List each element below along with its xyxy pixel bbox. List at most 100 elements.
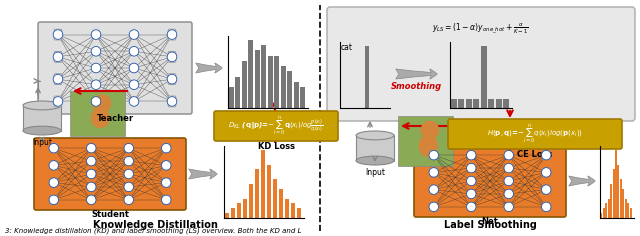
Text: KD Loss: KD Loss — [257, 142, 294, 151]
FancyBboxPatch shape — [542, 185, 550, 194]
Bar — [260, 150, 266, 218]
Circle shape — [504, 202, 513, 212]
Bar — [600, 213, 602, 218]
Bar — [610, 184, 612, 218]
Circle shape — [86, 169, 96, 179]
Bar — [70, 91, 125, 136]
FancyBboxPatch shape — [327, 7, 635, 121]
Circle shape — [53, 74, 63, 84]
Bar — [365, 46, 369, 108]
FancyBboxPatch shape — [54, 51, 62, 62]
Bar — [274, 56, 280, 108]
Circle shape — [53, 52, 63, 62]
Circle shape — [167, 30, 177, 39]
Bar — [300, 87, 305, 108]
FancyBboxPatch shape — [168, 29, 176, 40]
Bar — [235, 77, 241, 108]
Text: Input: Input — [365, 168, 385, 177]
Bar — [294, 82, 299, 108]
Circle shape — [49, 143, 58, 153]
Text: Knowledge Distillation: Knowledge Distillation — [93, 220, 218, 230]
Bar — [296, 208, 301, 218]
Circle shape — [124, 182, 134, 192]
Bar — [625, 198, 627, 218]
FancyBboxPatch shape — [54, 74, 62, 84]
Bar — [398, 116, 453, 166]
FancyBboxPatch shape — [168, 51, 176, 62]
Bar — [248, 184, 253, 218]
Circle shape — [92, 97, 101, 106]
Circle shape — [467, 176, 476, 186]
Circle shape — [504, 163, 513, 173]
Circle shape — [53, 30, 63, 39]
Bar — [466, 99, 472, 108]
Circle shape — [86, 195, 96, 205]
Circle shape — [467, 189, 476, 199]
Text: $H(\mathbf{p}, \mathbf{q})$=$-\sum_{i=0}^{n} q(x_i) log(\mathbf{p}(x_i))$: $H(\mathbf{p}, \mathbf{q})$=$-\sum_{i=0}… — [487, 123, 583, 145]
Bar — [255, 51, 260, 108]
Bar — [627, 203, 629, 218]
Circle shape — [49, 161, 58, 170]
Text: Label Smoothing: Label Smoothing — [444, 220, 536, 230]
Circle shape — [92, 63, 101, 73]
Circle shape — [92, 30, 101, 39]
Text: cat: cat — [341, 43, 353, 52]
Text: Teacher: Teacher — [97, 114, 134, 123]
Circle shape — [467, 202, 476, 212]
Bar — [615, 150, 617, 218]
Circle shape — [420, 121, 439, 139]
Bar — [287, 71, 292, 108]
Text: CE Loss: CE Loss — [517, 150, 553, 159]
Bar — [496, 99, 502, 108]
Bar — [291, 203, 296, 218]
Circle shape — [124, 156, 134, 166]
Ellipse shape — [356, 131, 394, 140]
Bar — [451, 99, 456, 108]
FancyBboxPatch shape — [214, 111, 338, 141]
FancyBboxPatch shape — [163, 144, 170, 152]
Text: Smoothing: Smoothing — [390, 82, 442, 91]
Circle shape — [92, 46, 101, 56]
Bar — [474, 99, 479, 108]
Bar — [23, 105, 61, 131]
Text: Net: Net — [481, 217, 499, 226]
Circle shape — [161, 161, 171, 170]
FancyBboxPatch shape — [430, 168, 438, 177]
Circle shape — [467, 150, 476, 160]
Bar — [285, 198, 289, 218]
Circle shape — [129, 80, 139, 89]
FancyBboxPatch shape — [430, 151, 438, 160]
Bar — [237, 203, 241, 218]
Ellipse shape — [356, 156, 394, 165]
FancyBboxPatch shape — [542, 168, 550, 177]
Circle shape — [49, 178, 58, 187]
Circle shape — [429, 150, 438, 160]
Ellipse shape — [23, 126, 61, 135]
Circle shape — [53, 97, 63, 106]
Circle shape — [541, 202, 551, 212]
FancyBboxPatch shape — [50, 144, 58, 152]
Circle shape — [167, 52, 177, 62]
Circle shape — [429, 185, 438, 194]
FancyBboxPatch shape — [54, 96, 62, 107]
Bar — [261, 45, 266, 108]
Circle shape — [504, 150, 513, 160]
Circle shape — [92, 80, 101, 89]
Circle shape — [161, 178, 171, 187]
Bar — [280, 66, 286, 108]
Text: 3: Knowledge distillation (KD) and label smoothing (LS) overview. Both the KD an: 3: Knowledge distillation (KD) and label… — [5, 228, 301, 234]
FancyBboxPatch shape — [50, 195, 58, 204]
Ellipse shape — [23, 101, 61, 110]
Bar — [241, 61, 247, 108]
Ellipse shape — [419, 135, 438, 157]
Bar — [630, 208, 632, 218]
Circle shape — [124, 169, 134, 179]
FancyBboxPatch shape — [163, 161, 170, 170]
Circle shape — [124, 195, 134, 205]
FancyBboxPatch shape — [414, 145, 566, 217]
FancyBboxPatch shape — [38, 22, 192, 114]
Bar — [504, 99, 509, 108]
Bar — [278, 189, 284, 218]
Circle shape — [161, 195, 171, 205]
FancyBboxPatch shape — [50, 161, 58, 170]
